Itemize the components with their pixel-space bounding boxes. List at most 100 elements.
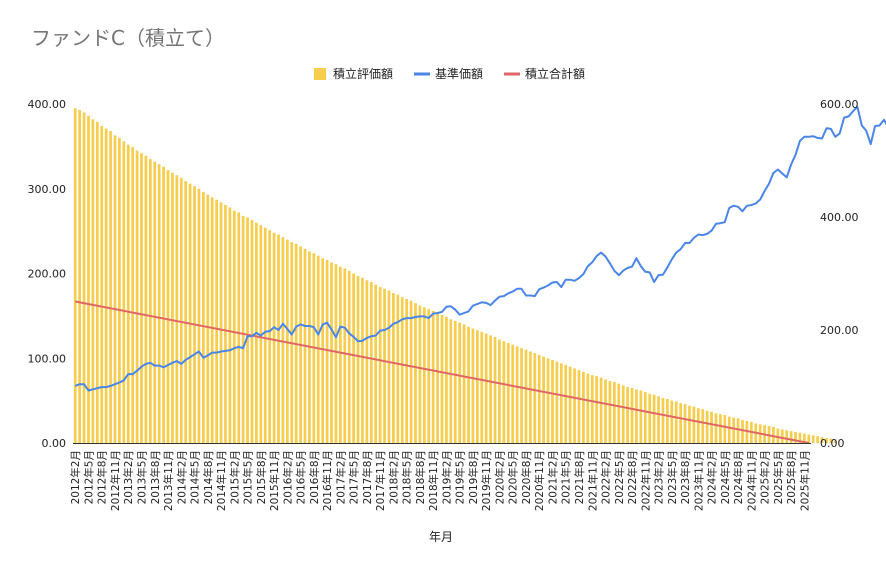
bar <box>418 305 422 443</box>
x-tick-label: 2023年11月 <box>692 450 705 511</box>
bar <box>144 155 148 443</box>
bar <box>104 128 108 443</box>
bar <box>648 393 652 443</box>
x-tick-label: 2020年5月 <box>507 450 520 504</box>
bar <box>820 437 824 443</box>
bar <box>453 320 457 443</box>
bar <box>210 197 214 443</box>
x-tick-label: 2025年11月 <box>798 450 811 511</box>
x-tick-label: 2013年5月 <box>135 450 148 504</box>
bar <box>803 433 806 443</box>
bar <box>392 292 395 443</box>
bar <box>347 270 351 443</box>
x-tick-label: 2014年11月 <box>215 450 228 511</box>
bar <box>188 183 192 444</box>
bar <box>568 366 572 443</box>
bar <box>232 210 236 443</box>
bar <box>135 150 139 444</box>
line-series-sum <box>75 300 809 444</box>
line-series-price <box>74 105 886 392</box>
bar <box>714 413 718 443</box>
bar <box>661 398 665 443</box>
x-tick-label: 2018年11月 <box>427 450 440 511</box>
x-tick-label: 2018年5月 <box>401 450 414 504</box>
bar <box>184 181 188 443</box>
x-tick-label: 2013年11月 <box>162 450 175 511</box>
bar <box>436 313 439 443</box>
bar <box>825 437 828 443</box>
bar-series <box>73 108 837 444</box>
bar <box>361 277 364 443</box>
bar <box>559 363 563 443</box>
legend-swatch <box>314 68 326 80</box>
bar <box>330 262 333 443</box>
bar <box>639 390 643 443</box>
bar <box>131 147 135 443</box>
bar <box>617 383 621 443</box>
bar <box>224 204 227 443</box>
bar <box>237 212 241 443</box>
bar <box>475 330 479 443</box>
bar <box>604 379 607 443</box>
bar <box>414 303 417 443</box>
bar <box>400 297 404 443</box>
bar <box>175 175 179 443</box>
x-tick-label: 2021年2月 <box>546 450 559 504</box>
bar <box>422 307 426 443</box>
bar <box>157 164 161 444</box>
bar <box>794 431 797 443</box>
x-tick-label: 2017年2月 <box>334 450 347 504</box>
bar <box>599 377 603 443</box>
bar <box>551 359 554 443</box>
x-tick-label: 2015年8月 <box>255 450 268 504</box>
x-tick-label: 2022年8月 <box>626 450 639 504</box>
bar <box>480 331 484 443</box>
x-tick-label: 2019年2月 <box>440 450 453 504</box>
bar <box>506 342 510 443</box>
bar <box>710 411 713 443</box>
bar <box>537 354 541 443</box>
bar <box>365 280 369 443</box>
bar <box>449 319 453 443</box>
line-series <box>74 105 886 444</box>
bar <box>356 276 360 443</box>
x-tick-label: 2017年11月 <box>374 450 387 511</box>
bar <box>338 266 342 443</box>
x-tick-label: 2022年11月 <box>639 450 652 511</box>
y-axis-left: 0.00 100.00 200.00 300.00 400.00 <box>28 98 67 450</box>
bar <box>701 409 705 443</box>
bar <box>498 339 501 443</box>
bar <box>807 434 811 443</box>
x-tick-label: 2025年8月 <box>785 450 798 504</box>
bar <box>91 119 95 443</box>
x-tick-label: 2014年8月 <box>202 450 215 504</box>
y-left-tick-label: 200.00 <box>28 268 67 281</box>
bar <box>113 135 117 444</box>
bar <box>727 416 731 443</box>
bar <box>705 410 709 443</box>
bar <box>272 232 276 443</box>
bar <box>109 131 112 443</box>
bar <box>405 298 409 443</box>
bar <box>811 435 815 443</box>
x-tick-label: 2012年2月 <box>69 450 82 504</box>
bar <box>595 376 599 443</box>
y-left-tick-label: 400.00 <box>28 98 67 111</box>
bar <box>263 227 267 443</box>
bar <box>621 385 625 443</box>
bar <box>608 381 612 443</box>
bar <box>736 418 740 443</box>
x-tick-label: 2017年5月 <box>348 450 361 504</box>
bar <box>166 170 170 444</box>
bar <box>630 387 634 443</box>
bar <box>334 264 338 443</box>
x-tick-label: 2021年8月 <box>573 450 586 504</box>
bar <box>82 112 86 443</box>
x-tick-label: 2012年11月 <box>109 450 122 511</box>
bar <box>281 237 285 443</box>
bar <box>440 315 444 443</box>
bar <box>785 430 789 443</box>
bar <box>431 310 435 443</box>
x-axis: 2012年2月 2012年5月 2012年8月 2012年11月 2013年2月 2013… <box>69 443 811 511</box>
bar <box>228 207 232 443</box>
